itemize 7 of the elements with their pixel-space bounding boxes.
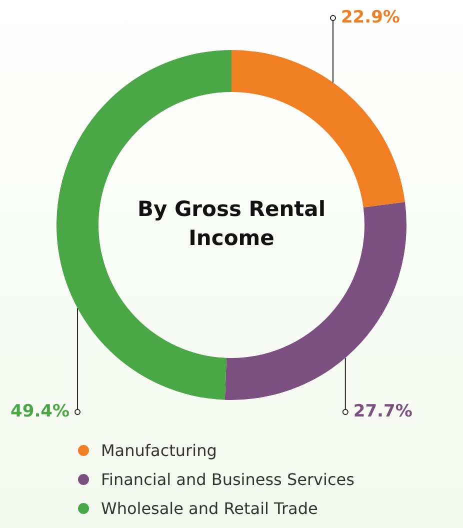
data-label: 27.7% xyxy=(353,401,412,422)
data-label: 49.4% xyxy=(10,401,70,422)
data-label: 22.9% xyxy=(340,7,400,28)
legend-label: Financial and Business Services xyxy=(101,470,354,489)
legend-label: Wholesale and Retail Trade xyxy=(101,499,318,518)
legend-label: Manufacturing xyxy=(101,441,217,460)
text: By Gross Rental Income xyxy=(136,196,327,252)
